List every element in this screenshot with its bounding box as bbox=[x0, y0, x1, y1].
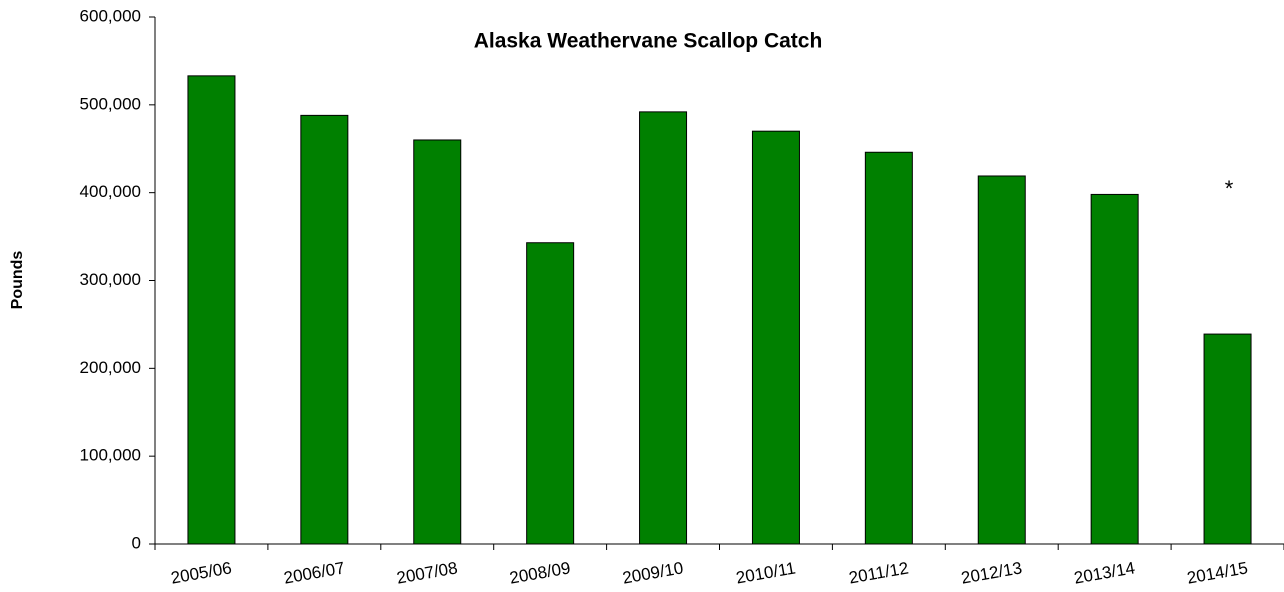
x-tick-label: 2005/06 bbox=[169, 558, 233, 587]
y-tick-label: 400,000 bbox=[80, 182, 141, 201]
y-axis-label: Pounds bbox=[9, 251, 26, 310]
bar bbox=[864, 151, 913, 545]
bar bbox=[1203, 333, 1252, 545]
y-tick-label: 300,000 bbox=[80, 270, 141, 289]
x-tick-label: 2012/13 bbox=[960, 558, 1024, 587]
y-tick-label: 200,000 bbox=[80, 358, 141, 377]
y-tick-label: 600,000 bbox=[80, 6, 141, 25]
bar bbox=[639, 111, 688, 545]
x-tick-label: 2007/08 bbox=[395, 558, 459, 587]
x-tick-label: 2008/09 bbox=[508, 558, 572, 587]
bar bbox=[526, 242, 575, 545]
x-tick-label: 2010/11 bbox=[734, 558, 797, 587]
bar bbox=[413, 139, 462, 545]
x-tick-label: 2006/07 bbox=[282, 558, 346, 587]
x-tick-label: 2011/12 bbox=[847, 558, 910, 587]
bar bbox=[187, 75, 236, 545]
y-tick-label: 100,000 bbox=[80, 446, 141, 465]
bar bbox=[300, 114, 349, 545]
bar bbox=[977, 175, 1026, 545]
bar bbox=[1090, 193, 1139, 545]
x-tick-label: 2009/10 bbox=[621, 558, 685, 587]
bar bbox=[751, 130, 800, 545]
x-tick-label: 2013/14 bbox=[1073, 558, 1137, 587]
x-tick-label: 2014/15 bbox=[1185, 558, 1249, 587]
y-tick-label: 0 bbox=[132, 533, 141, 552]
annotation: * bbox=[1225, 176, 1234, 201]
chart-title: Alaska Weathervane Scallop Catch bbox=[474, 30, 823, 53]
y-tick-label: 500,000 bbox=[80, 94, 141, 113]
